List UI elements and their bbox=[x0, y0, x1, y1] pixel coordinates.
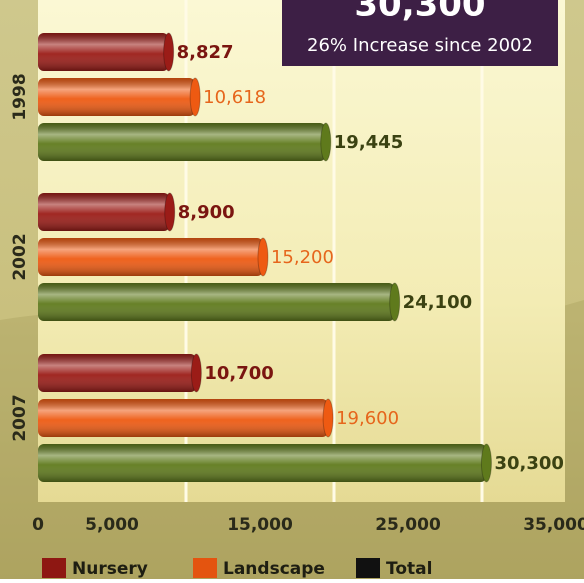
bar-cap bbox=[164, 33, 174, 71]
legend-swatch bbox=[193, 558, 217, 578]
bar-cap bbox=[258, 238, 268, 276]
x-tick-label: 25,000 bbox=[375, 515, 441, 535]
y-category-label: 2007 bbox=[10, 394, 30, 441]
legend-label: Nursery bbox=[72, 559, 148, 579]
bar-cap bbox=[390, 283, 400, 321]
bar-shine bbox=[38, 399, 328, 437]
bar-cap bbox=[323, 399, 333, 437]
callout-value: 30,300 bbox=[354, 0, 485, 25]
value-label: 19,600 bbox=[336, 408, 399, 429]
bar-shine bbox=[38, 283, 395, 321]
bar-cap bbox=[190, 78, 200, 116]
value-label: 10,618 bbox=[203, 87, 266, 108]
bar-shine bbox=[38, 238, 263, 276]
x-tick-label: 15,000 bbox=[227, 515, 293, 535]
bar-shine bbox=[38, 444, 486, 482]
bar-cap bbox=[165, 193, 175, 231]
legend-swatch bbox=[42, 558, 66, 578]
value-label: 10,700 bbox=[204, 363, 273, 384]
bar-cap bbox=[321, 123, 331, 161]
legend-swatch bbox=[356, 558, 380, 578]
y-category-label: 2002 bbox=[10, 233, 30, 280]
bar-shine bbox=[38, 193, 170, 231]
x-tick-label: 35,000 bbox=[523, 515, 584, 535]
value-label: 24,100 bbox=[403, 292, 472, 313]
bar-shine bbox=[38, 33, 169, 71]
callout-text: 26% Increase since 2002 bbox=[307, 35, 533, 56]
legend-label: Total bbox=[386, 559, 432, 579]
value-label: 15,200 bbox=[271, 247, 334, 268]
legend-label: Landscape bbox=[223, 559, 325, 579]
value-label: 8,900 bbox=[178, 202, 235, 223]
y-category-label: 1998 bbox=[10, 73, 30, 120]
x-tick-label: 0 bbox=[32, 515, 44, 535]
value-label: 19,445 bbox=[334, 132, 403, 153]
bar-cap bbox=[481, 444, 491, 482]
chart: 30,300 26% Increase since 2002 0 5,000 15,… bbox=[0, 0, 584, 579]
value-label: 8,827 bbox=[177, 42, 234, 63]
bar-shine bbox=[38, 123, 326, 161]
bar-cap bbox=[191, 354, 201, 392]
value-label: 30,300 bbox=[494, 453, 563, 474]
bar-shine bbox=[38, 78, 195, 116]
x-tick-label: 5,000 bbox=[85, 515, 139, 535]
bar-shine bbox=[38, 354, 196, 392]
